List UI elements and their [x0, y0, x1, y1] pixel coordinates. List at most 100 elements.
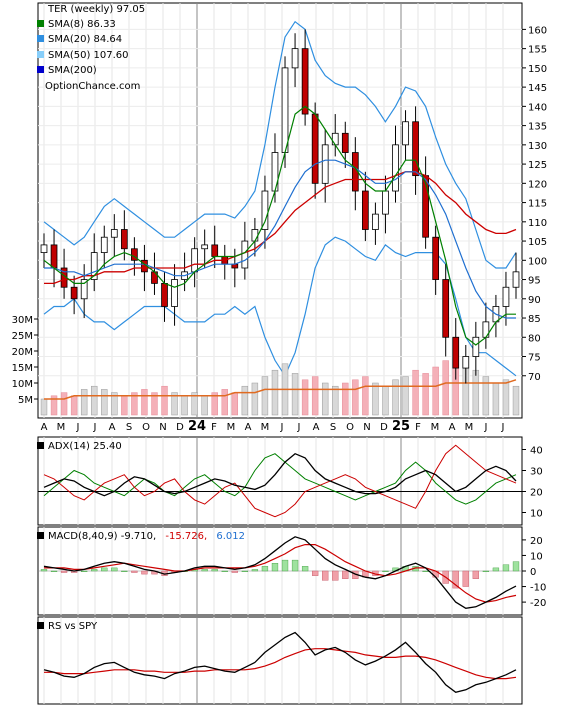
- candle-up: [100, 236, 108, 254]
- volume-bar: [181, 395, 188, 416]
- adx-tick-label: 30: [530, 467, 543, 478]
- volume-bar: [422, 373, 429, 416]
- x-tick-label: J: [297, 422, 301, 433]
- adx-tick-label: 10: [530, 509, 543, 520]
- macd-histogram-bar: [121, 570, 128, 573]
- rs-swatch: [37, 622, 44, 629]
- x-tick-label: M: [57, 422, 66, 433]
- macd-swatch: [37, 532, 44, 539]
- candle-up: [502, 286, 510, 307]
- macd-histogram-bar: [281, 559, 289, 572]
- candle-down: [341, 132, 349, 153]
- candle-up: [321, 144, 329, 184]
- macd-label-hist: 6.012: [216, 531, 245, 542]
- price-tick-label: 115: [528, 199, 547, 210]
- volume-layer: [40, 350, 520, 416]
- di-plus-line: [43, 453, 517, 505]
- rs-panel-frame: [37, 616, 523, 705]
- sma20-swatch: [37, 35, 44, 42]
- volume-bar: [512, 385, 520, 416]
- x-tick-label: D: [380, 422, 388, 433]
- macd-tick-label: -20: [530, 598, 546, 609]
- volume-bar: [372, 382, 379, 416]
- legend-sma8: SMA(8) 86.33: [48, 19, 116, 30]
- macd-histogram-bar: [251, 569, 259, 572]
- rs-legend: RS vs SPY: [37, 621, 98, 632]
- candle-down: [211, 244, 219, 257]
- volume-bar: [402, 376, 409, 416]
- volume-tick-label: 30M: [12, 315, 33, 326]
- axes-layer: A M J J A S O N D 24 F M A M J J A S O N D 25 F M A M J J1601551501…: [12, 25, 547, 609]
- price-tick-label: 110: [528, 218, 547, 229]
- candle-down: [131, 248, 138, 261]
- x-tick-label: A: [449, 422, 456, 433]
- rs-line: [43, 631, 517, 694]
- volume-bar: [332, 385, 339, 416]
- candle-up: [392, 144, 399, 192]
- x-tick-label: N: [159, 422, 166, 433]
- price-tick-label: 125: [528, 160, 547, 171]
- x-tick-label: J: [76, 422, 80, 433]
- price-tick-label: 155: [528, 45, 547, 56]
- adx-tick-label: 20: [530, 488, 543, 499]
- volume-bar: [412, 369, 419, 416]
- x-tick-label: A: [245, 422, 252, 433]
- candle-up: [191, 248, 198, 273]
- adx-swatch: [37, 442, 44, 449]
- macd-line: [43, 536, 517, 609]
- price-tick-label: 135: [528, 122, 547, 133]
- volume-bar: [442, 360, 449, 416]
- macd-histogram-bar: [131, 570, 138, 573]
- volume-bar: [101, 389, 108, 416]
- macd-histogram-bar: [492, 567, 500, 572]
- macd-tick-label: -10: [530, 583, 546, 594]
- candle-up: [90, 252, 98, 280]
- x-tick-label: 25: [392, 419, 410, 434]
- macd-histogram-bar: [322, 570, 329, 581]
- candle-down: [70, 286, 78, 300]
- macd-histogram-bar: [231, 570, 238, 573]
- price-tick-label: 140: [528, 102, 547, 113]
- macd-histogram-bar: [201, 569, 208, 572]
- volume-bar: [70, 395, 78, 416]
- x-tick-label: J: [484, 422, 488, 433]
- volume-bar: [352, 379, 359, 416]
- macd-histogram-bar: [60, 570, 68, 573]
- adx-line: [43, 452, 517, 497]
- volume-bar: [362, 376, 369, 416]
- price-legend: TER (weekly) 97.05 SMA(8) 86.33 SMA(20) …: [37, 4, 145, 92]
- volume-bar: [40, 398, 48, 416]
- legend-sma200: SMA(200): [48, 65, 97, 76]
- volume-bar: [382, 385, 389, 416]
- rs-label: RS vs SPY: [48, 621, 98, 632]
- candle-up: [281, 67, 289, 153]
- sma8-swatch: [37, 20, 44, 27]
- price-tick-label: 145: [528, 83, 547, 94]
- volume-bar: [301, 379, 309, 416]
- price-tick-label: 160: [528, 25, 547, 36]
- candle-up: [40, 244, 48, 254]
- volume-tick-label: 10M: [12, 379, 33, 390]
- volume-bar: [141, 389, 148, 416]
- macd-histogram-bar: [111, 567, 118, 572]
- x-tick-label: M: [227, 422, 236, 433]
- volume-bar: [392, 379, 399, 416]
- x-tick-label: F: [415, 422, 421, 433]
- volume-tick-label: 5M: [18, 395, 33, 406]
- volume-bar: [261, 376, 269, 416]
- candle-up: [110, 229, 118, 238]
- volume-bar: [482, 376, 490, 416]
- x-tick-label: S: [126, 422, 132, 433]
- x-tick-label: S: [330, 422, 336, 433]
- volume-sma-line: [44, 379, 517, 400]
- price-tick-label: 95: [528, 276, 541, 287]
- price-tick-label: 130: [528, 141, 547, 152]
- candle-down: [301, 48, 309, 115]
- macd-histogram-bar: [50, 570, 58, 573]
- candle-up: [382, 190, 389, 215]
- volume-bar: [111, 392, 118, 416]
- volume-bar: [492, 382, 500, 416]
- candle-down: [161, 282, 168, 307]
- price-tick-label: 70: [528, 372, 541, 383]
- adx-legend: ADX(14) 25.40: [37, 441, 122, 452]
